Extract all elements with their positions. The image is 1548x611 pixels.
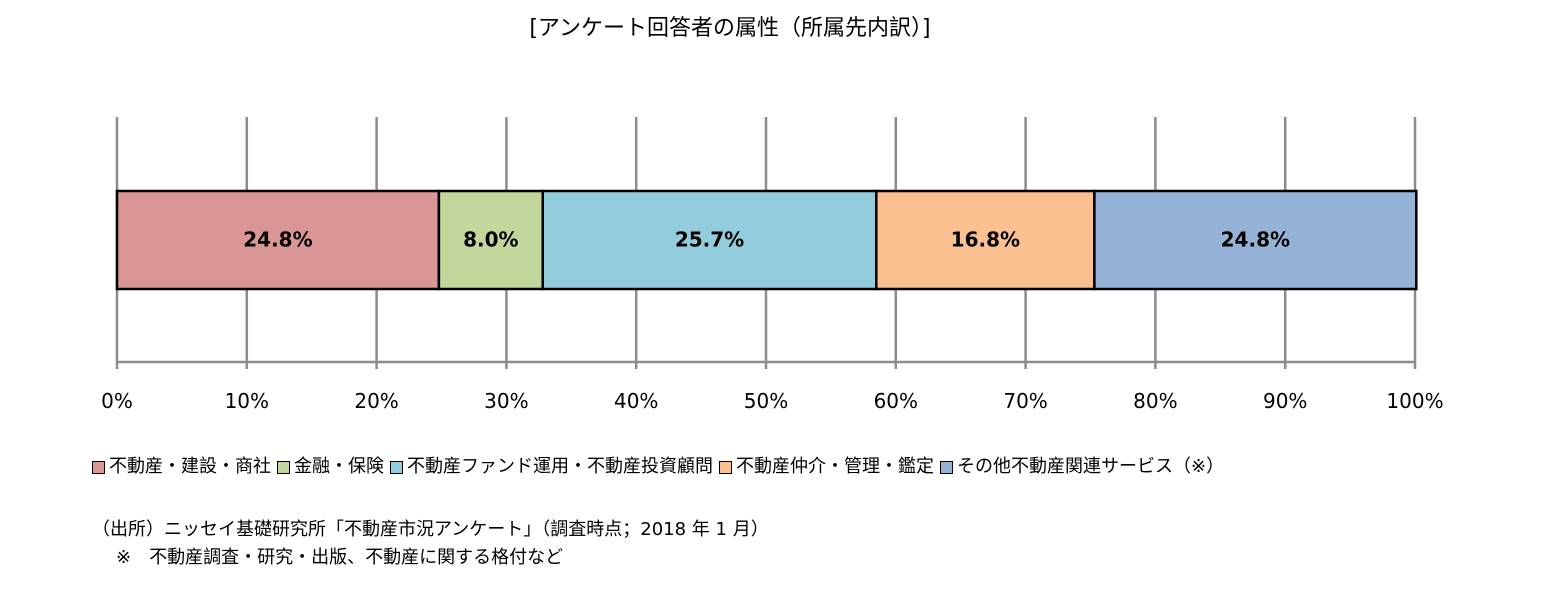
legend-swatch (390, 460, 403, 474)
legend: 不動産・建設・商社 金融・保険 不動産ファンド運用・不動産投資顧問 不動産仲介・管理・… (92, 454, 1230, 480)
bar-segments: 24.8% 8.0% 25.7% 16.8% 24.8% (115, 189, 1418, 291)
footnote: ※ 不動産調査・研究・出版、不動産に関する格付など (116, 547, 564, 568)
legend-label: 不動産ファンド運用・不動産投資顧問 (407, 456, 713, 477)
x-tick-label: 0% (101, 389, 133, 413)
legend-label: 不動産・建設・商社 (109, 456, 271, 477)
data-label-3: 25.7% (675, 228, 744, 252)
legend-swatch (277, 460, 290, 474)
data-label-1: 24.8% (243, 228, 312, 252)
legend-item-1: 不動産・建設・商社 (92, 454, 271, 480)
legend-swatch (940, 460, 953, 474)
data-label-2: 8.0% (463, 228, 518, 252)
x-tick-label: 70% (1003, 389, 1047, 413)
x-tick-label: 40% (614, 389, 658, 413)
x-axis: 0% 10% 20% 30% 40% 50% 60% 70% 80% 90% 100% (101, 360, 1444, 413)
legend-swatch (719, 460, 732, 474)
x-tick-label: 90% (1263, 389, 1307, 413)
x-tick-label: 10% (225, 389, 269, 413)
legend-label: 不動産仲介・管理・鑑定 (736, 456, 934, 477)
legend-label: 金融・保険 (294, 456, 384, 477)
data-label-4: 16.8% (951, 228, 1020, 252)
legend-item-5: その他不動産関連サービス（※） (940, 454, 1224, 480)
x-tick-label: 100% (1386, 389, 1443, 413)
source-block: （出所）ニッセイ基礎研究所「不動産市況アンケート」（調査時点；2018 年 1 … (92, 516, 769, 572)
legend-swatch (92, 460, 105, 474)
x-tick-label: 80% (1133, 389, 1177, 413)
chart-title: [アンケート回答者の属性（所属先内訳）] (529, 16, 931, 41)
source-citation: （出所）ニッセイ基礎研究所「不動産市況アンケート」（調査時点；2018 年 1 … (92, 519, 769, 540)
legend-item-4: 不動産仲介・管理・鑑定 (719, 454, 934, 480)
x-tick-label: 30% (484, 389, 528, 413)
bar-segment-5 (1093, 189, 1418, 291)
bar-segment-3 (541, 189, 878, 291)
x-tick-label: 50% (744, 389, 788, 413)
x-tick-label: 20% (354, 389, 398, 413)
legend-label: その他不動産関連サービス（※） (957, 456, 1225, 477)
legend-item-3: 不動産ファンド運用・不動産投資顧問 (390, 454, 713, 480)
stacked-bar-chart: 24.8% 8.0% 25.7% 16.8% 24.8% 0% 10% 20% 30% 40% 5… (101, 117, 1444, 413)
x-tick-label: 60% (874, 389, 918, 413)
data-label-5: 24.8% (1221, 228, 1290, 252)
legend-item-2: 金融・保険 (277, 454, 384, 480)
